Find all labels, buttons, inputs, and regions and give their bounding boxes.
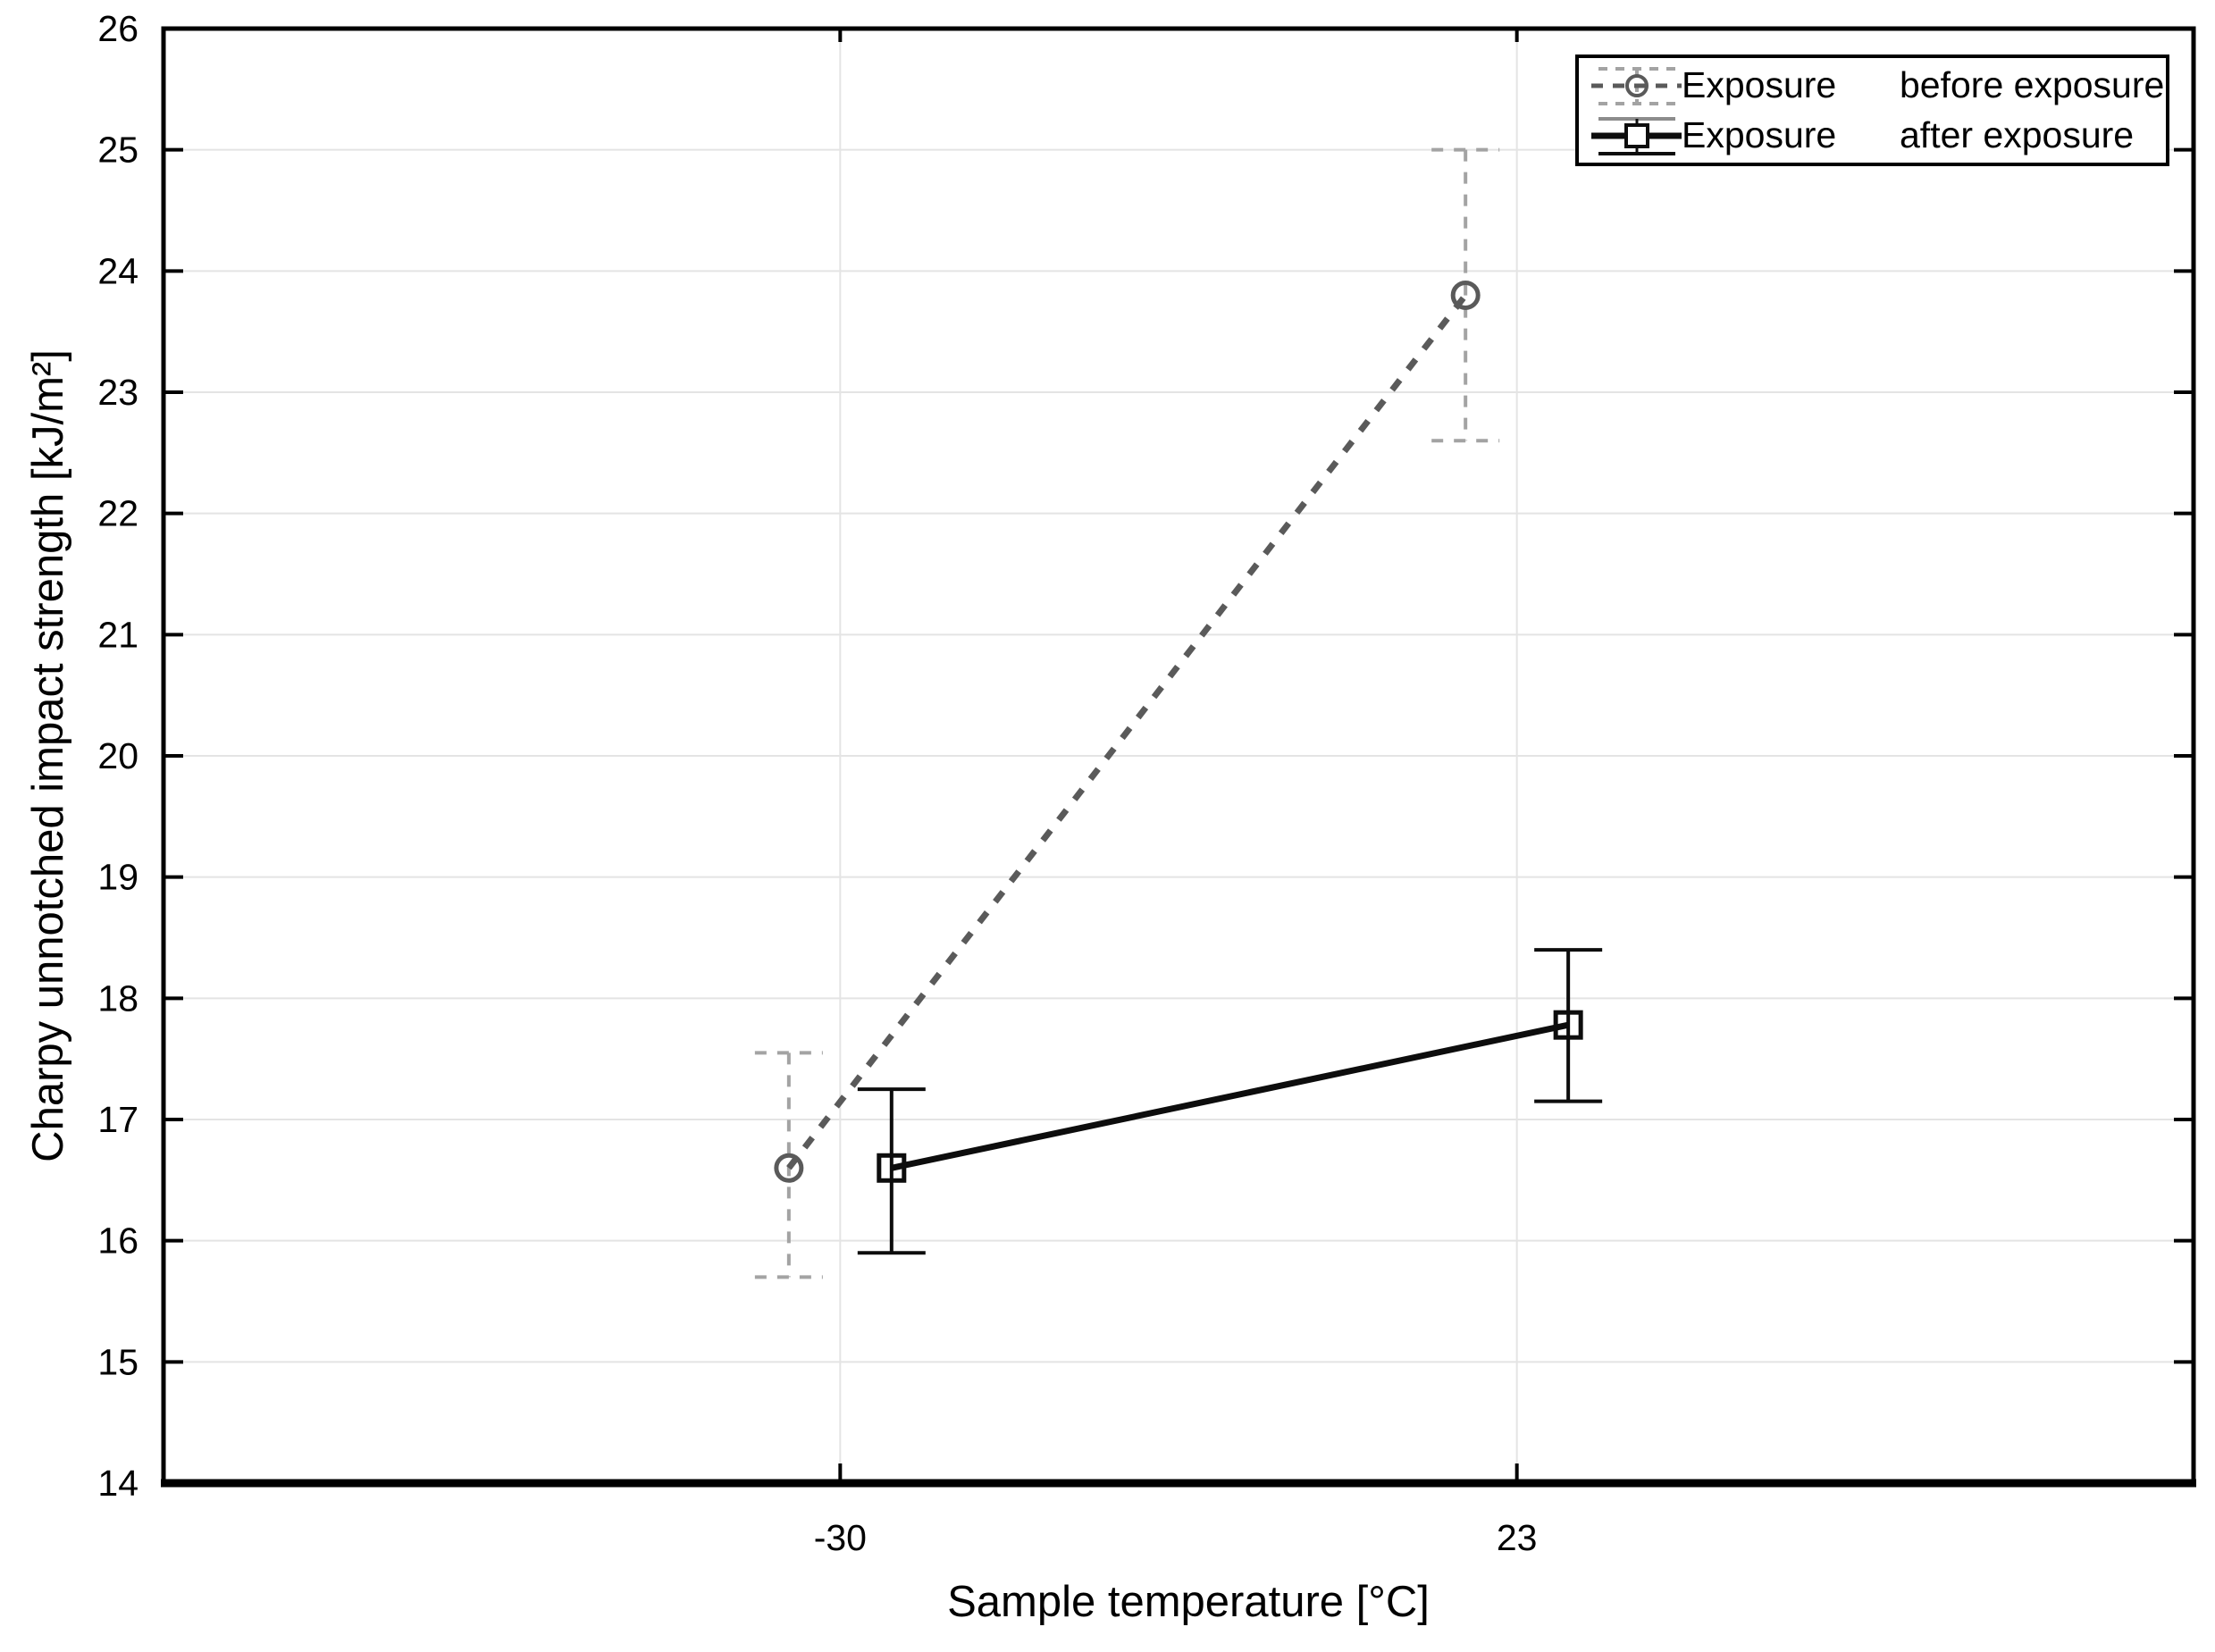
- x-axis-title: Sample temperature [°C]: [947, 1578, 1430, 1626]
- legend-entry-before-exposure: Exposure before exposure: [1579, 61, 2166, 111]
- legend: Exposure before exposure Exposure after …: [1575, 55, 2169, 166]
- y-tick-label: 25: [97, 130, 138, 171]
- y-tick-label: 20: [97, 735, 138, 776]
- y-tick-label: 15: [97, 1341, 138, 1382]
- y-tick-label: 23: [97, 372, 138, 413]
- y-tick-label: 18: [97, 977, 138, 1019]
- y-tick-label: 17: [97, 1099, 138, 1140]
- x-tick-label: -30: [814, 1517, 867, 1558]
- marker-circle: [1450, 280, 1481, 310]
- y-axis-title: Charpy unnotched impact strength [kJ/m²]: [24, 349, 72, 1162]
- marker-circle: [774, 1153, 804, 1183]
- y-tick-label: 22: [97, 493, 138, 534]
- legend-series-label: Exposure: [1682, 114, 1837, 155]
- legend-symbol-dashed-circle-icon: [1591, 66, 1682, 105]
- marker-square: [877, 1153, 907, 1183]
- marker-square: [1553, 1010, 1583, 1040]
- y-tick-label: 19: [97, 857, 138, 898]
- y-tick-label: 14: [97, 1463, 138, 1504]
- y-tick-label: 21: [97, 614, 138, 655]
- y-tick-label: 24: [97, 250, 138, 291]
- x-tick-label: 23: [1497, 1517, 1538, 1558]
- legend-entry-after-exposure: Exposure after exposure: [1579, 111, 2166, 161]
- series-line-before-exposure: [786, 293, 1468, 1170]
- legend-series-label: Exposure: [1682, 64, 1837, 105]
- y-tick-label: 26: [97, 8, 138, 49]
- legend-level-label: before exposure: [1900, 64, 2165, 105]
- y-tick-label: 16: [97, 1220, 138, 1262]
- legend-symbol-solid-square-icon: [1591, 116, 1682, 155]
- legend-level-label: after exposure: [1900, 114, 2135, 155]
- series-line-after-exposure: [891, 1021, 1569, 1171]
